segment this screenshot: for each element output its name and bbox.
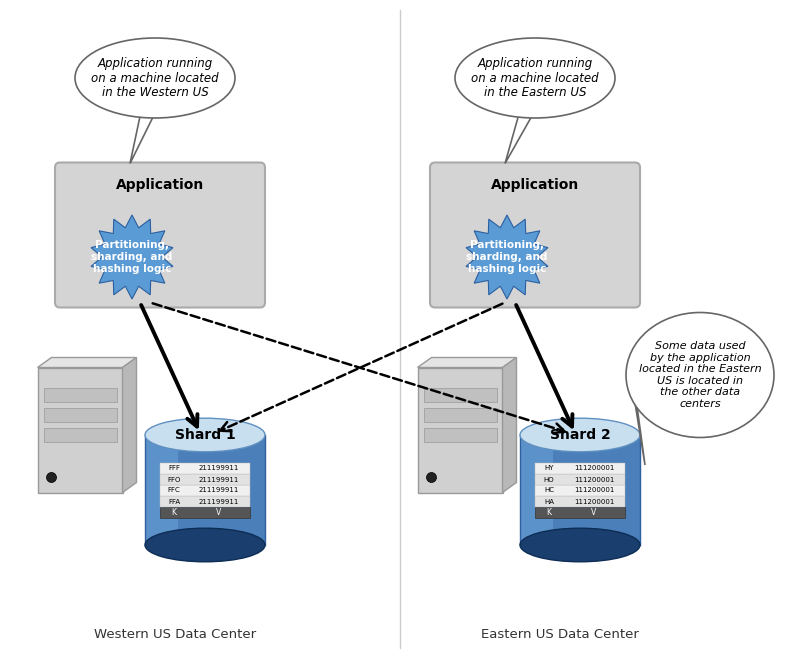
Bar xyxy=(145,435,265,545)
Polygon shape xyxy=(418,368,502,492)
Text: 211199911: 211199911 xyxy=(199,499,239,505)
Text: 211199911: 211199911 xyxy=(199,465,239,472)
FancyBboxPatch shape xyxy=(535,463,625,474)
Text: Eastern US Data Center: Eastern US Data Center xyxy=(481,628,639,642)
Polygon shape xyxy=(130,114,154,163)
Polygon shape xyxy=(122,357,137,492)
Text: FFF: FFF xyxy=(168,465,180,472)
Ellipse shape xyxy=(520,418,640,452)
Polygon shape xyxy=(502,357,517,492)
Bar xyxy=(520,435,553,545)
Text: HO: HO xyxy=(544,476,554,482)
Text: FFO: FFO xyxy=(167,476,181,482)
Bar xyxy=(145,435,178,545)
Text: HC: HC xyxy=(544,488,554,494)
Polygon shape xyxy=(466,215,548,299)
Text: V: V xyxy=(216,508,222,517)
Ellipse shape xyxy=(520,528,640,562)
Text: HY: HY xyxy=(544,465,554,472)
Text: Application running
on a machine located
in the Eastern US: Application running on a machine located… xyxy=(471,57,599,99)
FancyBboxPatch shape xyxy=(160,485,250,496)
Text: Partitioning,
sharding, and
hashing logic: Partitioning, sharding, and hashing logi… xyxy=(91,240,173,274)
Text: Application: Application xyxy=(116,178,204,193)
Ellipse shape xyxy=(145,418,265,452)
Polygon shape xyxy=(631,362,645,465)
FancyBboxPatch shape xyxy=(423,388,497,401)
FancyBboxPatch shape xyxy=(55,163,265,307)
Bar xyxy=(520,435,640,545)
Circle shape xyxy=(46,472,57,482)
Text: 111200001: 111200001 xyxy=(574,465,614,472)
Ellipse shape xyxy=(455,38,615,118)
Polygon shape xyxy=(38,357,137,368)
Text: K: K xyxy=(546,508,551,517)
FancyBboxPatch shape xyxy=(43,388,117,401)
Text: K: K xyxy=(171,508,177,517)
FancyBboxPatch shape xyxy=(43,407,117,422)
Ellipse shape xyxy=(626,313,774,438)
Text: FFA: FFA xyxy=(168,499,180,505)
Text: Partitioning,
sharding, and
hashing logic: Partitioning, sharding, and hashing logi… xyxy=(466,240,548,274)
FancyBboxPatch shape xyxy=(160,496,250,507)
Polygon shape xyxy=(38,368,122,492)
Text: FFC: FFC xyxy=(168,488,180,494)
FancyBboxPatch shape xyxy=(535,474,625,485)
Text: HA: HA xyxy=(544,499,554,505)
Text: 211199911: 211199911 xyxy=(199,476,239,482)
FancyBboxPatch shape xyxy=(160,463,250,474)
Text: Shard 1: Shard 1 xyxy=(174,428,235,442)
Polygon shape xyxy=(418,357,517,368)
FancyBboxPatch shape xyxy=(535,496,625,507)
Polygon shape xyxy=(505,114,533,163)
Text: 111200001: 111200001 xyxy=(574,488,614,494)
Text: 211199911: 211199911 xyxy=(199,488,239,494)
FancyBboxPatch shape xyxy=(423,428,497,442)
Polygon shape xyxy=(91,215,173,299)
FancyBboxPatch shape xyxy=(160,474,250,485)
Text: Some data used
by the application
located in the Eastern
US is located in
the ot: Some data used by the application locate… xyxy=(638,341,762,409)
Text: 111200001: 111200001 xyxy=(574,499,614,505)
FancyBboxPatch shape xyxy=(535,507,625,518)
FancyBboxPatch shape xyxy=(423,407,497,422)
Text: V: V xyxy=(591,508,597,517)
FancyBboxPatch shape xyxy=(430,163,640,307)
FancyBboxPatch shape xyxy=(43,428,117,442)
FancyBboxPatch shape xyxy=(160,507,250,518)
Text: 111200001: 111200001 xyxy=(574,476,614,482)
Ellipse shape xyxy=(145,528,265,562)
Text: Application running
on a machine located
in the Western US: Application running on a machine located… xyxy=(91,57,219,99)
Ellipse shape xyxy=(75,38,235,118)
Text: Application: Application xyxy=(491,178,579,193)
FancyBboxPatch shape xyxy=(535,485,625,496)
Text: Western US Data Center: Western US Data Center xyxy=(94,628,256,642)
Circle shape xyxy=(426,472,437,482)
Text: Shard 2: Shard 2 xyxy=(550,428,610,442)
